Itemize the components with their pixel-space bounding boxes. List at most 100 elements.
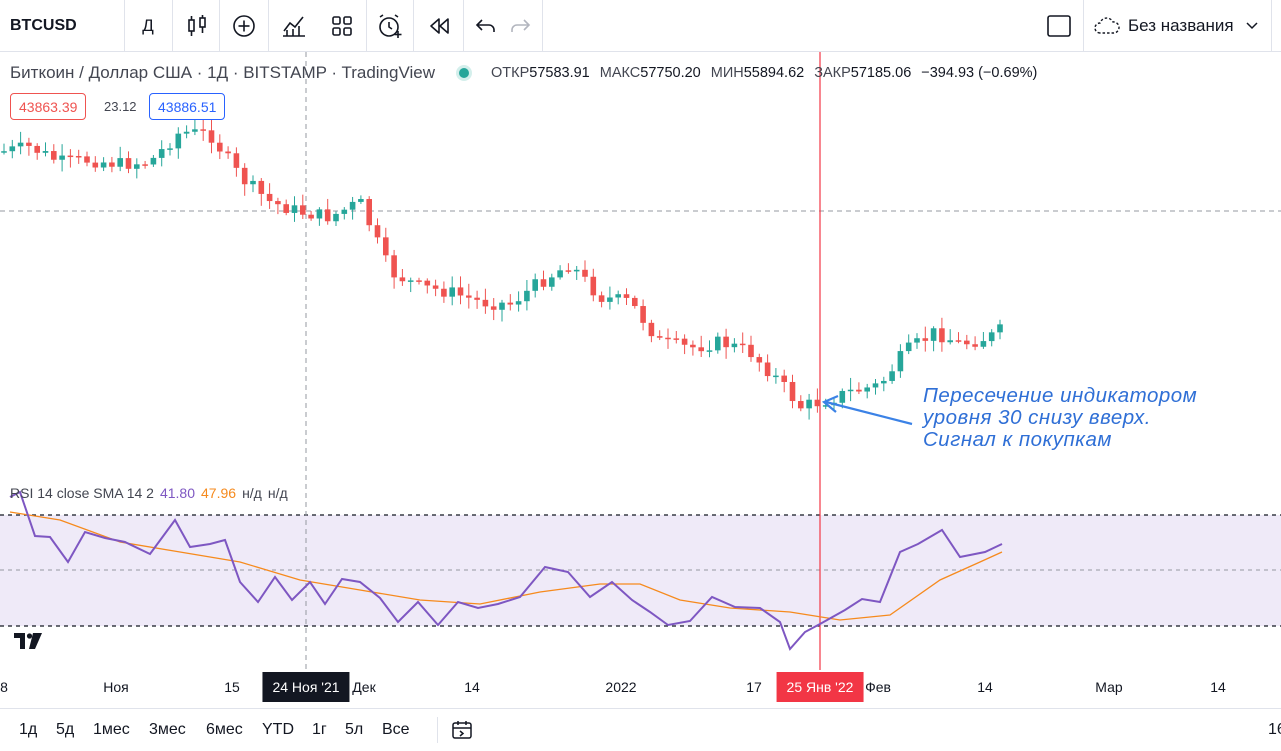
text-annotation[interactable]: Пересечение индикатором уровня 30 снизу … <box>923 385 1263 451</box>
buy-price-button[interactable]: 43886.51 <box>149 93 226 120</box>
candle-body <box>366 199 372 226</box>
candle-body <box>532 279 538 291</box>
candle-body <box>988 332 995 342</box>
range-button[interactable]: 1мес <box>93 721 130 738</box>
candle-body <box>26 142 32 146</box>
candle-body <box>640 306 646 323</box>
clock-label[interactable]: 16 <box>1268 721 1281 738</box>
candle-body <box>441 288 447 297</box>
candle-body <box>449 287 455 297</box>
rsi-value: 41.80 <box>159 485 196 501</box>
sell-price-button[interactable]: 43863.39 <box>10 93 87 120</box>
toolbar-divider <box>463 0 464 52</box>
low-label: МИН <box>710 65 744 81</box>
candle-body <box>424 280 431 286</box>
candle-body <box>515 301 522 305</box>
legend-title[interactable]: Биткоин / Доллар США · 1Д · BITSTAMP · T… <box>10 63 435 82</box>
rsi-sma-line <box>9 511 1003 621</box>
toolbar-divider <box>124 0 125 52</box>
candle-body <box>92 162 99 168</box>
time-axis[interactable]: 8 Ноя 15 Дек 14 2022 17 Фев 14 Мар 14 24… <box>0 670 1281 706</box>
candle-body <box>839 390 846 403</box>
rsi-title[interactable]: RSI 14 close SMA 14 2 <box>10 485 154 501</box>
candle-body <box>17 142 24 147</box>
candle-body <box>698 347 704 352</box>
candle-body <box>681 338 688 345</box>
layout-name-label: Без названия <box>1128 16 1234 35</box>
candle-body <box>980 341 987 347</box>
candle-body <box>300 205 306 215</box>
alert-icon[interactable] <box>371 0 409 52</box>
candle-body <box>308 214 314 219</box>
candle-body <box>266 193 273 202</box>
candle-body <box>407 280 414 282</box>
interval-button[interactable]: Д <box>142 16 154 35</box>
candle-body <box>100 162 107 168</box>
high-value: 57750.20 <box>640 65 701 81</box>
candle-body <box>158 149 165 158</box>
plus-circle-icon[interactable] <box>225 0 263 52</box>
range-button[interactable]: Все <box>382 721 410 738</box>
range-button[interactable]: 1г <box>312 721 327 738</box>
candle-body <box>905 342 912 352</box>
open-label: ОТКР <box>491 65 530 81</box>
candle-body <box>416 280 422 282</box>
candle-body <box>789 381 796 402</box>
change-value: −394.93 (−0.69%) <box>921 65 1038 81</box>
annotation-line: Сигнал к покупкам <box>923 428 1112 451</box>
candle-body <box>192 129 198 132</box>
undo-icon[interactable] <box>467 0 505 52</box>
range-button[interactable]: 6мес <box>206 721 243 738</box>
close-value: 57185.06 <box>850 65 912 81</box>
candle-body <box>349 201 356 210</box>
candle-body <box>125 158 132 169</box>
bottom-bar: 1д 5д 1мес 3мес 6мес YTD 1г 5л Все 16 <box>0 708 1281 751</box>
candle-body <box>466 295 472 298</box>
candle-body <box>731 343 738 348</box>
tradingview-logo-icon[interactable] <box>14 632 44 650</box>
candle-body <box>540 279 547 287</box>
fullscreen-icon[interactable] <box>1040 0 1078 52</box>
range-button[interactable]: 1д <box>19 721 38 738</box>
candle-body <box>930 328 937 341</box>
candle-body <box>490 306 497 310</box>
candle-body <box>283 204 289 213</box>
redo-icon[interactable] <box>501 0 539 52</box>
candle-body <box>67 155 74 158</box>
candle-body <box>964 340 970 345</box>
range-button[interactable]: 3мес <box>149 721 186 738</box>
candle-body <box>1 151 7 153</box>
candle-body <box>9 146 16 152</box>
spread-value: 23.12 <box>104 99 137 114</box>
close-label: ЗАКР <box>814 65 851 81</box>
candle-body <box>482 299 489 307</box>
toolbar-divider <box>413 0 414 52</box>
time-tick: Дек <box>352 679 376 695</box>
crosshair-time-label: 24 Ноя '21 <box>262 672 350 702</box>
candle-body <box>798 401 804 409</box>
range-button[interactable]: 5л <box>345 721 364 738</box>
goto-date-icon[interactable] <box>451 719 473 741</box>
candle-body <box>217 142 223 152</box>
candle-body <box>383 237 389 256</box>
market-status-icon <box>459 68 469 78</box>
candle-body <box>175 133 182 149</box>
layout-name-button[interactable]: Без названия <box>1094 0 1264 52</box>
candle-body <box>117 158 123 167</box>
templates-icon[interactable] <box>323 0 361 52</box>
current-time-label: 25 Янв '22 <box>776 672 864 702</box>
candle-body <box>59 155 65 160</box>
candle-body <box>582 269 588 277</box>
symbol-search-button[interactable]: BTCUSD <box>10 17 77 34</box>
replay-icon[interactable] <box>421 0 459 52</box>
candles-icon[interactable] <box>178 0 216 52</box>
candle-body <box>756 357 763 363</box>
candle-body <box>507 302 514 305</box>
chart-canvas[interactable] <box>0 52 1281 670</box>
candle-body <box>333 213 339 222</box>
range-button[interactable]: 5д <box>56 721 75 738</box>
indicators-icon[interactable] <box>275 0 313 52</box>
range-button[interactable]: YTD <box>262 721 294 738</box>
ohlc-values: ОТКР57583.91 МАКС57750.20 МИН55894.62 ЗА… <box>491 65 1037 81</box>
candle-body <box>706 350 713 352</box>
